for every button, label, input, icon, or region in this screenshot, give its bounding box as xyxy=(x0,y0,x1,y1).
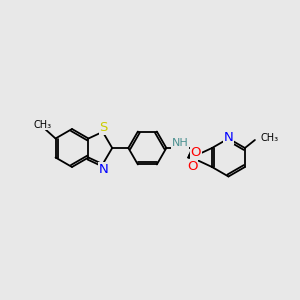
Text: CH₃: CH₃ xyxy=(261,133,279,143)
Text: NH: NH xyxy=(172,138,189,148)
Text: N: N xyxy=(224,131,233,144)
Text: N: N xyxy=(99,163,109,176)
Text: O: O xyxy=(190,146,201,159)
Text: CH₃: CH₃ xyxy=(34,119,52,130)
Text: O: O xyxy=(187,160,198,172)
Text: S: S xyxy=(100,121,108,134)
